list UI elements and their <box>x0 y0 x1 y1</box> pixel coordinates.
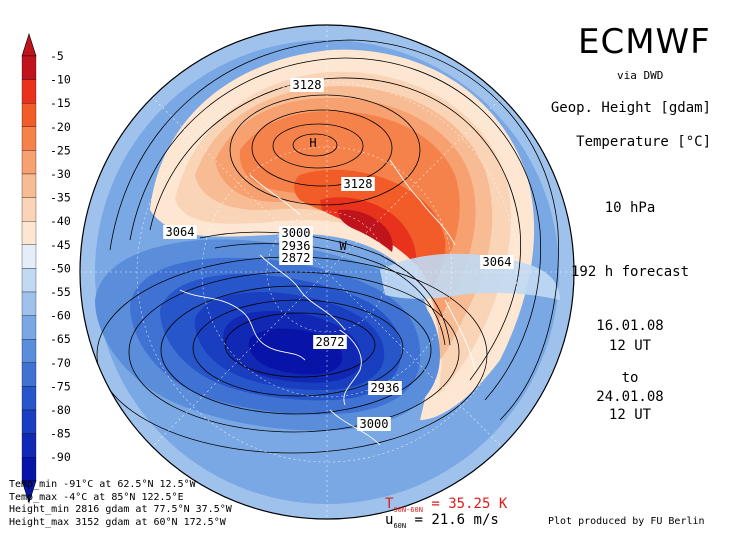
height-min: Height_min 2816 gdam at 77.5°N 37.5°W <box>9 504 232 516</box>
colorbar-swatch <box>21 433 37 458</box>
contour-label-box <box>357 417 391 431</box>
contour-label-box <box>313 335 347 349</box>
source-label: via DWD <box>617 69 664 82</box>
colorbar-swatch <box>21 409 37 434</box>
variable-temperature: Temperature [°C] <box>576 134 711 150</box>
contour-label-box <box>163 225 197 239</box>
colorbar-tick-label: -80 <box>50 403 71 417</box>
colorbar-tick-label: -15 <box>50 96 71 110</box>
colorbar-tick-label: -60 <box>50 309 71 323</box>
contour-label-box <box>279 239 313 253</box>
t-symbol: T <box>385 496 394 512</box>
contour-label-box <box>279 226 313 240</box>
height-contour-label: 3064 <box>166 225 195 239</box>
colorbar-swatch <box>21 386 37 411</box>
pressure-center-label: W <box>339 239 347 253</box>
u-symbol: u <box>385 512 394 528</box>
colorbar-swatch <box>21 339 37 363</box>
temp-max: Temp_max -4°C at 85°N 122.5°E <box>9 491 184 503</box>
pressure-center-label: H <box>309 136 316 150</box>
colorbar-tick-label: -50 <box>50 261 71 275</box>
colorbar-swatch <box>21 197 37 222</box>
t-subscript: 90N-60N <box>393 505 423 514</box>
init-time: 12 UT <box>608 338 652 354</box>
colorbar-tick-label: -45 <box>50 238 71 252</box>
brand-title: ECMWF <box>578 22 711 62</box>
valid-time: 12 UT <box>608 407 652 423</box>
t-value: = 35.25 K <box>431 496 508 512</box>
height-contour-label: 3128 <box>344 177 373 191</box>
height-contour-label: 3064 <box>483 255 512 269</box>
contour-label-box <box>341 177 375 191</box>
field-statistics: Temp_min -91°C at 62.5°N 12.5°W Temp_max… <box>9 479 232 529</box>
colorbar-swatch <box>21 221 37 245</box>
colorbar-swatch <box>21 103 37 127</box>
colorbar-tick-label: -40 <box>50 214 71 228</box>
colorbar-tick-label: -25 <box>50 143 71 157</box>
colorbar-tick-label: -30 <box>50 167 71 181</box>
variable-height: Geop. Height [gdam] <box>550 100 711 116</box>
colorbar-swatch <box>21 150 37 175</box>
height-contour-label: 3000 <box>282 226 311 240</box>
colorbar-tick-label: -90 <box>50 450 71 464</box>
height-contour-label: 3000 <box>360 417 389 431</box>
u-subscript: 60N <box>393 521 407 530</box>
colorbar-tick-label: -5 <box>50 49 64 63</box>
colorbar-swatch <box>21 79 37 104</box>
colorbar-swatch <box>21 126 37 151</box>
forecast-range: 192 h forecast <box>570 264 690 280</box>
colorbar-tick-label: -70 <box>50 356 71 370</box>
height-contour-label: 2936 <box>282 239 311 253</box>
coastlines <box>179 159 476 446</box>
temperature-colorbar: -5 -10 -15 -20 -25 -30 -35 -40 -45 -50 -55 -60 -65 -7… <box>21 33 71 504</box>
colorbar-tick-label: -10 <box>50 73 71 87</box>
temp-min: Temp_min -91°C at 62.5°N 12.5°W <box>9 479 196 490</box>
colorbar-tick-label: -75 <box>50 379 71 393</box>
height-contour-label: 2872 <box>316 335 345 349</box>
pressure-level: 10 hPa <box>604 200 656 216</box>
height-contour-label: 2872 <box>282 251 311 265</box>
temperature-difference: T90N-60N = 35.25 K <box>385 496 507 514</box>
contour-label-box <box>279 251 313 265</box>
colorbar-tick-label: -85 <box>50 427 71 441</box>
colorbar-swatch <box>21 244 37 269</box>
colorbar-tick-label: -20 <box>50 120 71 134</box>
credit-line: Plot produced by FU Berlin <box>548 516 705 527</box>
valid-date: 24.01.08 <box>596 389 664 405</box>
colorbar-swatch <box>21 362 37 387</box>
colorbar-swatch <box>21 55 37 80</box>
colorbar-tick-label: -35 <box>50 191 71 205</box>
contour-label-box <box>368 381 402 395</box>
colorbar-tick-label: -55 <box>50 285 71 299</box>
init-date: 16.01.08 <box>596 318 664 334</box>
u-value: = 21.6 m/s <box>414 512 499 528</box>
colorbar-top-arrow <box>21 33 37 57</box>
colorbar-bottom-arrow <box>21 480 37 504</box>
colorbar-tick-label: -65 <box>50 332 71 346</box>
mean-zonal-wind: u60N = 21.6 m/s <box>385 512 499 530</box>
colorbar-swatch <box>21 173 37 198</box>
height-contour-label: 2936 <box>371 381 400 395</box>
colorbar-swatch <box>21 457 37 481</box>
colorbar-swatch <box>21 291 37 316</box>
contour-label-box <box>480 255 514 269</box>
colorbar-swatch <box>21 315 37 340</box>
height-contour-label: 3128 <box>293 78 322 92</box>
contour-label-box <box>290 78 324 92</box>
map-border <box>79 24 575 520</box>
colorbar-swatch <box>21 268 37 293</box>
height-max: Height_max 3152 gdam at 60°N 172.5°W <box>9 516 226 528</box>
graticule <box>80 25 574 519</box>
height-contours <box>96 39 559 454</box>
to-label: to <box>621 370 639 386</box>
